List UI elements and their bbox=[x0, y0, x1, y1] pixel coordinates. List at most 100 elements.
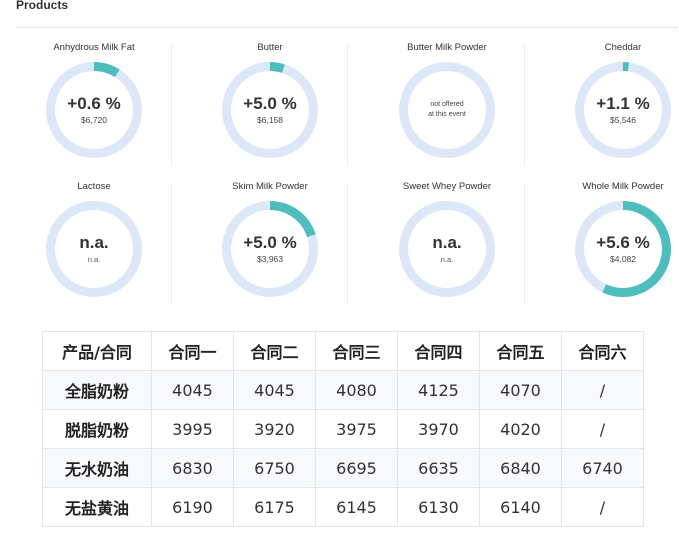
not-available-sub: n.a. bbox=[440, 255, 454, 264]
not-available-sub: n.a. bbox=[87, 255, 101, 264]
ring-center-text: +1.1 % $5,546 bbox=[575, 62, 671, 158]
product-card[interactable]: Butter Milk Powder not offered at this eve… bbox=[369, 38, 525, 173]
table-cell: 6175 bbox=[233, 487, 316, 527]
table-cell: 6145 bbox=[315, 487, 398, 527]
product-card[interactable]: Whole Milk Powder +5.6 % $4,082 bbox=[545, 177, 679, 312]
table-cell: 4020 bbox=[479, 409, 562, 449]
contract-price-table: 产品/合同 合同一 合同二 合同三 合同四 合同五 合同六 全脂奶粉 4045 … bbox=[42, 331, 644, 527]
product-name: Skim Milk Powder bbox=[232, 181, 308, 192]
ring-center-text: +5.6 % $4,082 bbox=[575, 201, 671, 297]
section-title: Products bbox=[16, 0, 69, 12]
price-change: +5.0 % bbox=[243, 94, 297, 113]
column-header: 合同三 bbox=[315, 331, 398, 371]
price-value: $3,963 bbox=[257, 254, 283, 264]
ring-track bbox=[399, 201, 495, 297]
product-card[interactable]: Lactose n.a. n.a. bbox=[16, 177, 172, 312]
product-card[interactable]: Cheddar +1.1 % $5,546 bbox=[545, 38, 679, 173]
table-row: 脱脂奶粉 3995 3920 3975 3970 4020 / bbox=[42, 409, 644, 449]
product-name: Whole Milk Powder bbox=[582, 181, 664, 192]
column-header: 合同六 bbox=[561, 331, 644, 371]
table-cell: 4070 bbox=[479, 370, 562, 410]
product-card[interactable]: Anhydrous Milk Fat +0.6 % $6,720 bbox=[16, 38, 172, 173]
table-cell: / bbox=[561, 370, 644, 410]
row-header: 无水奶油 bbox=[42, 448, 152, 488]
not-offered-text: at this event bbox=[428, 111, 466, 118]
product-card[interactable]: Sweet Whey Powder n.a. n.a. bbox=[369, 177, 525, 312]
progress-ring: n.a. n.a. bbox=[46, 201, 142, 297]
table-cell: 3975 bbox=[315, 409, 398, 449]
table-cell: 6130 bbox=[397, 487, 480, 527]
row-header: 无盐黄油 bbox=[42, 487, 152, 527]
ring-track bbox=[399, 62, 495, 158]
not-available-value: n.a. bbox=[432, 233, 462, 252]
product-name: Butter Milk Powder bbox=[407, 42, 487, 53]
table-cell: 6740 bbox=[561, 448, 644, 488]
table-cell: 4045 bbox=[233, 370, 316, 410]
table-cell: 6830 bbox=[151, 448, 234, 488]
table-cell: 6190 bbox=[151, 487, 234, 527]
price-change: +0.6 % bbox=[67, 94, 121, 113]
price-change: +5.0 % bbox=[243, 233, 297, 252]
product-name: Butter bbox=[257, 42, 283, 53]
ring-center-text: n.a. n.a. bbox=[46, 201, 142, 297]
progress-ring: +5.0 % $3,963 bbox=[222, 201, 318, 297]
table-header-row: 产品/合同 合同一 合同二 合同三 合同四 合同五 合同六 bbox=[42, 331, 644, 371]
product-card[interactable]: Skim Milk Powder +5.0 % $3,963 bbox=[192, 177, 348, 312]
ring-center-text: n.a. n.a. bbox=[399, 201, 495, 297]
column-header: 合同五 bbox=[479, 331, 562, 371]
progress-ring: +1.1 % $5,546 bbox=[575, 62, 671, 158]
column-header: 合同四 bbox=[397, 331, 480, 371]
product-name: Anhydrous Milk Fat bbox=[53, 42, 135, 53]
table-row: 全脂奶粉 4045 4045 4080 4125 4070 / bbox=[42, 370, 644, 410]
ring-track bbox=[46, 201, 142, 297]
table-cell: / bbox=[561, 409, 644, 449]
ring-progress-arc bbox=[222, 62, 318, 158]
table-cell: 6750 bbox=[233, 448, 316, 488]
table-cell: 4045 bbox=[151, 370, 234, 410]
progress-ring: not offered at this event bbox=[399, 62, 495, 158]
table-cell: 4125 bbox=[397, 370, 480, 410]
product-name: Sweet Whey Powder bbox=[402, 181, 492, 192]
table-cell: 3995 bbox=[151, 409, 234, 449]
product-name: Lactose bbox=[77, 181, 111, 192]
ring-center-text: not offered at this event bbox=[399, 62, 495, 158]
table-cell: 6840 bbox=[479, 448, 562, 488]
ring-progress-arc bbox=[575, 201, 671, 297]
table-row: 无盐黄油 6190 6175 6145 6130 6140 / bbox=[42, 487, 644, 527]
price-value: $5,546 bbox=[610, 115, 636, 125]
not-offered-text: not offered bbox=[430, 101, 464, 108]
progress-ring: +5.6 % $4,082 bbox=[575, 201, 671, 297]
row-header: 脱脂奶粉 bbox=[42, 409, 152, 449]
price-change: +5.6 % bbox=[596, 233, 650, 252]
price-value: $4,082 bbox=[610, 254, 636, 264]
table-cell: 6140 bbox=[479, 487, 562, 527]
ring-center-text: +0.6 % $6,720 bbox=[46, 62, 142, 158]
section-divider bbox=[16, 27, 678, 28]
ring-progress-arc bbox=[222, 201, 318, 297]
table-cell: 6635 bbox=[397, 448, 480, 488]
row-header: 全脂奶粉 bbox=[42, 370, 152, 410]
products-grid: Anhydrous Milk Fat +0.6 % $6,720 Butter +5.… bbox=[16, 38, 678, 308]
table-cell: 3970 bbox=[397, 409, 480, 449]
ring-progress-arc bbox=[575, 62, 671, 158]
column-header: 合同二 bbox=[233, 331, 316, 371]
price-change: +1.1 % bbox=[596, 94, 650, 113]
price-value: $6,720 bbox=[81, 115, 107, 125]
ring-center-text: +5.0 % $3,963 bbox=[222, 201, 318, 297]
table-cell: 4080 bbox=[315, 370, 398, 410]
table-row: 无水奶油 6830 6750 6695 6635 6840 6740 bbox=[42, 448, 644, 488]
price-value: $6,158 bbox=[257, 115, 283, 125]
table-cell: / bbox=[561, 487, 644, 527]
ring-progress-arc bbox=[46, 62, 142, 158]
progress-ring: n.a. n.a. bbox=[399, 201, 495, 297]
progress-ring: +0.6 % $6,720 bbox=[46, 62, 142, 158]
table-cell: 3920 bbox=[233, 409, 316, 449]
not-available-value: n.a. bbox=[79, 233, 109, 252]
ring-center-text: +5.0 % $6,158 bbox=[222, 62, 318, 158]
progress-ring: +5.0 % $6,158 bbox=[222, 62, 318, 158]
column-header: 产品/合同 bbox=[42, 331, 152, 371]
column-header: 合同一 bbox=[151, 331, 234, 371]
product-card[interactable]: Butter +5.0 % $6,158 bbox=[192, 38, 348, 173]
table-cell: 6695 bbox=[315, 448, 398, 488]
product-name: Cheddar bbox=[604, 42, 642, 53]
